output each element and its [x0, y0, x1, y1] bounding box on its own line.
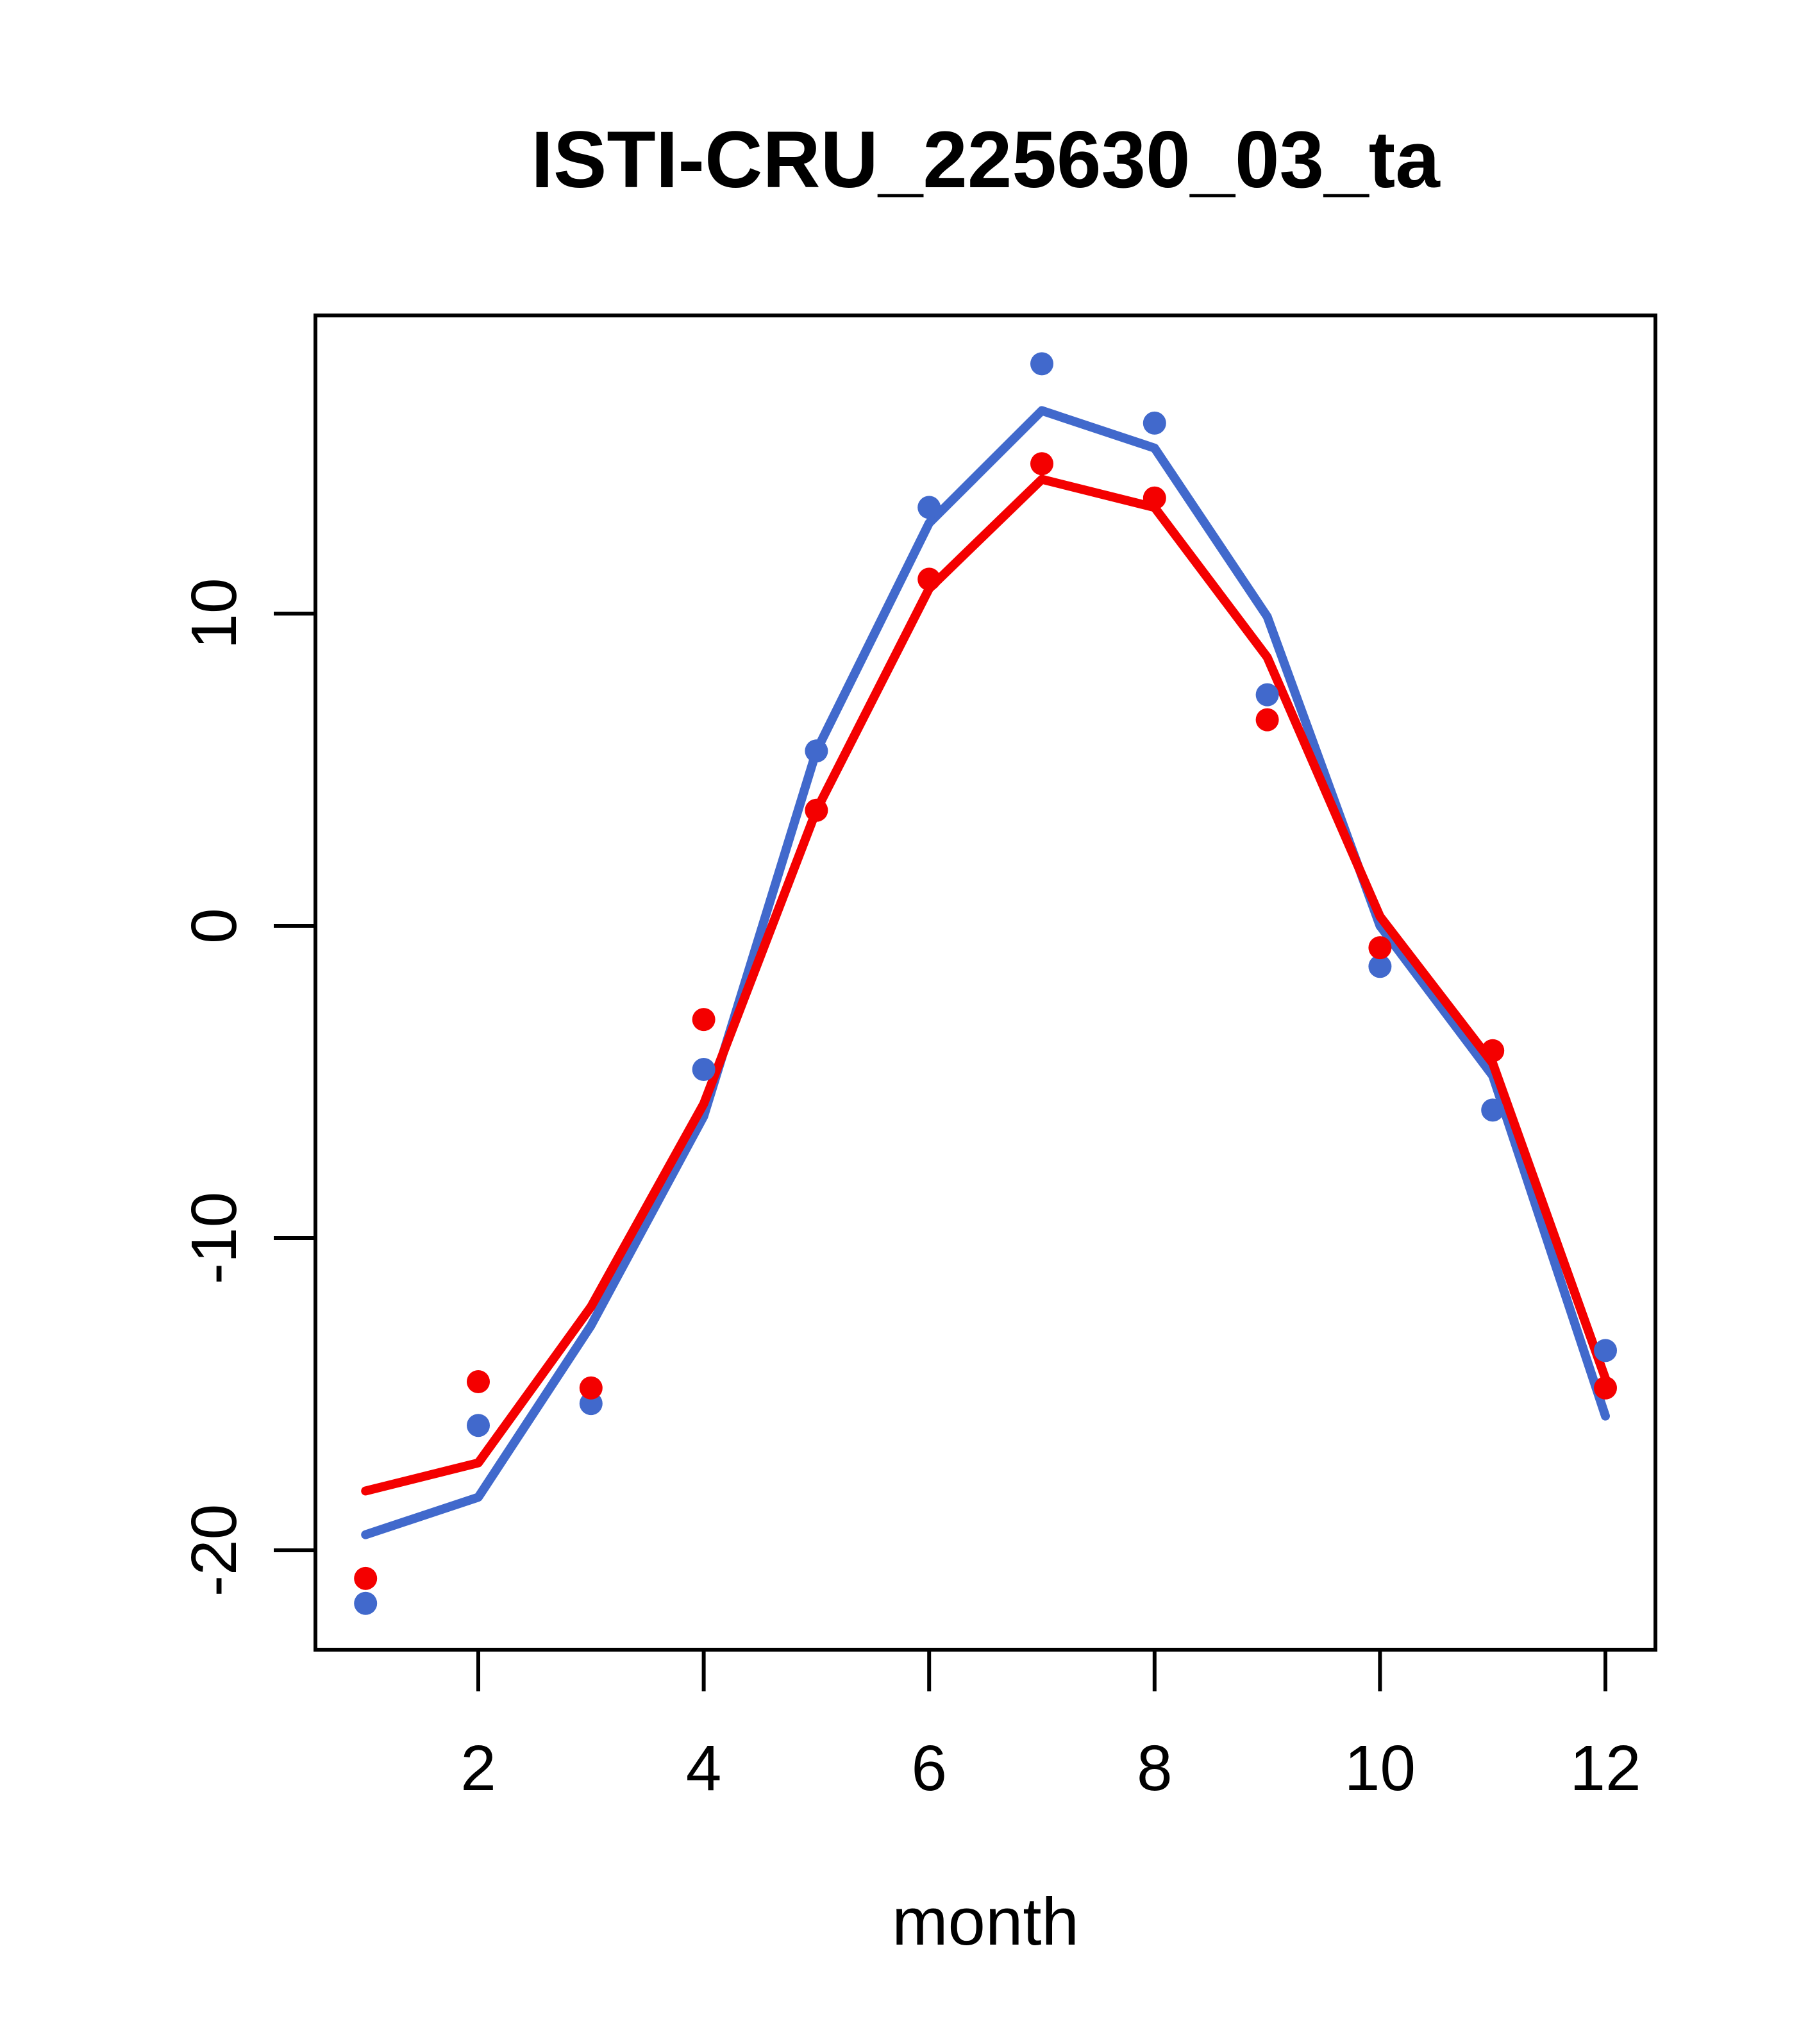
red-data-point	[1143, 486, 1166, 510]
red-data-point	[805, 798, 828, 822]
blue-data-point	[917, 496, 941, 519]
red-data-point	[579, 1376, 603, 1400]
x-tick-label: 2	[460, 1732, 496, 1804]
red-data-point	[1255, 708, 1279, 732]
x-tick-label: 12	[1570, 1732, 1641, 1804]
blue-data-point	[1143, 411, 1166, 435]
x-axis-ticks	[476, 1650, 1607, 1691]
blue-data-point	[354, 1591, 378, 1615]
red-data-point	[1594, 1376, 1617, 1400]
blue-data-point	[1030, 352, 1053, 376]
blue-data-point	[805, 739, 828, 763]
x-tick-label: 8	[1137, 1732, 1173, 1804]
blue-line	[361, 406, 1610, 1539]
red-data-point	[692, 1008, 716, 1032]
y-tick-label: -10	[178, 1192, 250, 1285]
blue-data-point	[467, 1414, 490, 1437]
series-lines	[361, 406, 1610, 1539]
blue-data-point	[1368, 955, 1392, 978]
blue-data-point	[1255, 683, 1279, 707]
x-tick-label: 4	[686, 1732, 722, 1804]
red-line	[361, 474, 1610, 1496]
y-axis-tick-labels: 10 0 -10 -20	[178, 578, 250, 1596]
x-axis-label: month	[892, 1884, 1079, 1959]
red-data-point	[1368, 936, 1392, 960]
blue-data-point	[1481, 1098, 1505, 1122]
red-data-point	[354, 1566, 378, 1590]
x-tick-label: 10	[1344, 1732, 1416, 1804]
blue-data-point	[1594, 1339, 1617, 1362]
y-axis-ticks	[274, 612, 315, 1552]
y-tick-label: 0	[178, 908, 250, 944]
red-data-point	[1481, 1039, 1505, 1062]
red-data-point	[467, 1370, 490, 1394]
series-points	[354, 352, 1617, 1615]
x-axis-tick-labels: 2 4 6 8 10 12	[460, 1732, 1641, 1804]
red-data-point	[917, 567, 941, 591]
y-tick-label: 10	[178, 578, 250, 649]
plot-area	[314, 314, 1657, 1652]
blue-data-point	[692, 1058, 716, 1082]
red-data-point	[1030, 452, 1053, 476]
chart-title: ISTI-CRU_225630_03_ta	[531, 115, 1441, 205]
x-tick-label: 6	[911, 1732, 947, 1804]
y-tick-label: -20	[178, 1504, 250, 1597]
